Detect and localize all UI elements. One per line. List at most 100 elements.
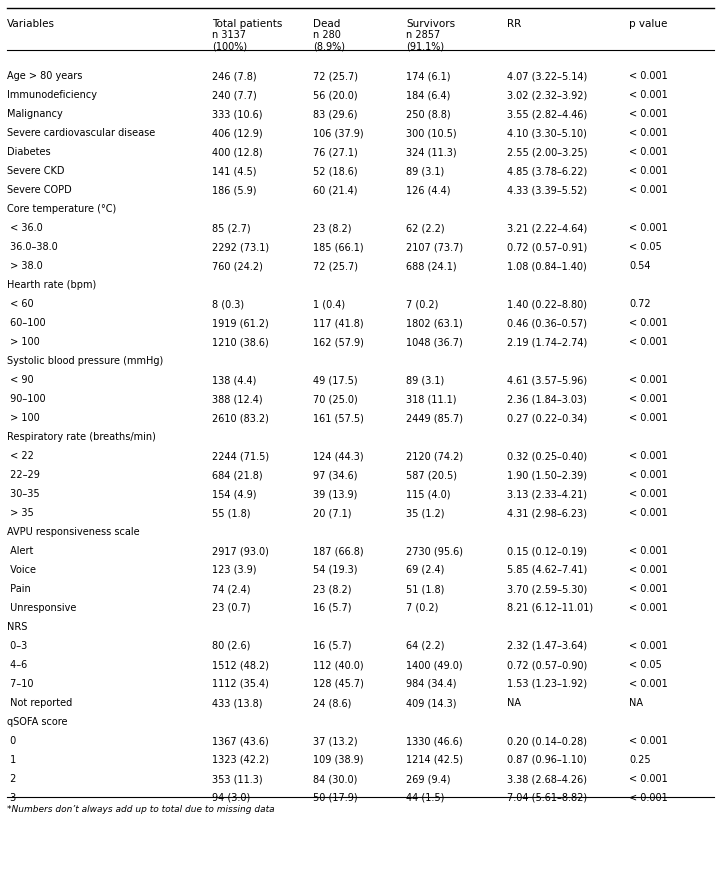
Text: 187 (66.8): 187 (66.8) (313, 546, 363, 556)
Text: 124 (44.3): 124 (44.3) (313, 451, 363, 461)
Text: 54 (19.3): 54 (19.3) (313, 565, 357, 575)
Text: 4.10 (3.30–5.10): 4.10 (3.30–5.10) (507, 128, 587, 138)
Text: < 0.001: < 0.001 (629, 128, 668, 138)
Text: < 0.001: < 0.001 (629, 603, 668, 613)
Text: < 0.001: < 0.001 (629, 470, 668, 480)
Text: 0.54: 0.54 (629, 261, 651, 271)
Text: 84 (30.0): 84 (30.0) (313, 774, 357, 784)
Text: 23 (8.2): 23 (8.2) (313, 584, 352, 594)
Text: 23 (8.2): 23 (8.2) (313, 223, 352, 233)
Text: 24 (8.6): 24 (8.6) (313, 698, 351, 708)
Text: 3.21 (2.22–4.64): 3.21 (2.22–4.64) (507, 223, 587, 233)
Text: 184 (6.4): 184 (6.4) (406, 90, 451, 100)
Text: Respiratory rate (breaths/min): Respiratory rate (breaths/min) (7, 432, 156, 442)
Text: < 0.001: < 0.001 (629, 90, 668, 100)
Text: 186 (5.9): 186 (5.9) (212, 185, 257, 195)
Text: 3.55 (2.82–4.46): 3.55 (2.82–4.46) (507, 109, 587, 119)
Text: 1: 1 (7, 755, 17, 765)
Text: 115 (4.0): 115 (4.0) (406, 489, 451, 499)
Text: 30–35: 30–35 (7, 489, 40, 499)
Text: 0–3: 0–3 (7, 641, 27, 651)
Text: > 35: > 35 (7, 508, 34, 518)
Text: 50 (17.9): 50 (17.9) (313, 793, 357, 803)
Text: 2730 (95.6): 2730 (95.6) (406, 546, 463, 556)
Text: < 0.001: < 0.001 (629, 375, 668, 385)
Text: 174 (6.1): 174 (6.1) (406, 71, 451, 81)
Text: *Numbers don’t always add up to total due to missing data: *Numbers don’t always add up to total du… (7, 805, 275, 814)
Text: 0.25: 0.25 (629, 755, 651, 765)
Text: 1.90 (1.50–2.39): 1.90 (1.50–2.39) (507, 470, 587, 480)
Text: < 0.001: < 0.001 (629, 223, 668, 233)
Text: 22–29: 22–29 (7, 470, 40, 480)
Text: RR: RR (507, 19, 521, 29)
Text: 269 (9.4): 269 (9.4) (406, 774, 451, 784)
Text: < 0.05: < 0.05 (629, 242, 662, 252)
Text: 0.15 (0.12–0.19): 0.15 (0.12–0.19) (507, 546, 587, 556)
Text: 106 (37.9): 106 (37.9) (313, 128, 363, 138)
Text: 0.87 (0.96–1.10): 0.87 (0.96–1.10) (507, 755, 587, 765)
Text: 333 (10.6): 333 (10.6) (212, 109, 262, 119)
Text: < 0.001: < 0.001 (629, 508, 668, 518)
Text: 20 (7.1): 20 (7.1) (313, 508, 352, 518)
Text: 97 (34.6): 97 (34.6) (313, 470, 357, 480)
Text: NA: NA (507, 698, 521, 708)
Text: 353 (11.3): 353 (11.3) (212, 774, 262, 784)
Text: 0.72 (0.57–0.90): 0.72 (0.57–0.90) (507, 660, 587, 670)
Text: 74 (2.4): 74 (2.4) (212, 584, 251, 594)
Text: < 22: < 22 (7, 451, 34, 461)
Text: 984 (34.4): 984 (34.4) (406, 679, 457, 689)
Text: 109 (38.9): 109 (38.9) (313, 755, 363, 765)
Text: Survivors: Survivors (406, 19, 455, 29)
Text: 4–6: 4–6 (7, 660, 27, 670)
Text: n 3137: n 3137 (212, 30, 246, 40)
Text: < 0.001: < 0.001 (629, 451, 668, 461)
Text: < 0.001: < 0.001 (629, 147, 668, 157)
Text: 55 (1.8): 55 (1.8) (212, 508, 251, 518)
Text: 4.33 (3.39–5.52): 4.33 (3.39–5.52) (507, 185, 587, 195)
Text: 39 (13.9): 39 (13.9) (313, 489, 357, 499)
Text: NA: NA (629, 698, 643, 708)
Text: NRS: NRS (7, 622, 27, 632)
Text: 161 (57.5): 161 (57.5) (313, 413, 364, 423)
Text: 90–100: 90–100 (7, 394, 46, 404)
Text: 76 (27.1): 76 (27.1) (313, 147, 357, 157)
Text: 0.27 (0.22–0.34): 0.27 (0.22–0.34) (507, 413, 587, 423)
Text: 1919 (61.2): 1919 (61.2) (212, 318, 269, 328)
Text: 69 (2.4): 69 (2.4) (406, 565, 444, 575)
Text: 16 (5.7): 16 (5.7) (313, 641, 352, 651)
Text: 4.07 (3.22–5.14): 4.07 (3.22–5.14) (507, 71, 587, 81)
Text: 587 (20.5): 587 (20.5) (406, 470, 457, 480)
Text: 1.08 (0.84–1.40): 1.08 (0.84–1.40) (507, 261, 587, 271)
Text: Immunodeficiency: Immunodeficiency (7, 90, 97, 100)
Text: Total patients: Total patients (212, 19, 283, 29)
Text: < 0.001: < 0.001 (629, 318, 668, 328)
Text: < 0.001: < 0.001 (629, 584, 668, 594)
Text: 406 (12.9): 406 (12.9) (212, 128, 262, 138)
Text: 126 (4.4): 126 (4.4) (406, 185, 451, 195)
Text: 1330 (46.6): 1330 (46.6) (406, 736, 463, 746)
Text: Severe CKD: Severe CKD (7, 166, 65, 176)
Text: 1048 (36.7): 1048 (36.7) (406, 337, 463, 347)
Text: 2120 (74.2): 2120 (74.2) (406, 451, 463, 461)
Text: 1400 (49.0): 1400 (49.0) (406, 660, 463, 670)
Text: 1 (0.4): 1 (0.4) (313, 299, 345, 309)
Text: 2.55 (2.00–3.25): 2.55 (2.00–3.25) (507, 147, 587, 157)
Text: 3.70 (2.59–5.30): 3.70 (2.59–5.30) (507, 584, 587, 594)
Text: 4.85 (3.78–6.22): 4.85 (3.78–6.22) (507, 166, 587, 176)
Text: 23 (0.7): 23 (0.7) (212, 603, 251, 613)
Text: Pain: Pain (7, 584, 31, 594)
Text: < 0.001: < 0.001 (629, 394, 668, 404)
Text: 250 (8.8): 250 (8.8) (406, 109, 451, 119)
Text: 83 (29.6): 83 (29.6) (313, 109, 357, 119)
Text: 0.72: 0.72 (629, 299, 651, 309)
Text: 7.04 (5.61–8.82): 7.04 (5.61–8.82) (507, 793, 587, 803)
Text: 300 (10.5): 300 (10.5) (406, 128, 457, 138)
Text: 117 (41.8): 117 (41.8) (313, 318, 363, 328)
Text: 2.32 (1.47–3.64): 2.32 (1.47–3.64) (507, 641, 587, 651)
Text: 1214 (42.5): 1214 (42.5) (406, 755, 463, 765)
Text: > 100: > 100 (7, 413, 40, 423)
Text: Variables: Variables (7, 19, 55, 29)
Text: 128 (45.7): 128 (45.7) (313, 679, 364, 689)
Text: < 0.001: < 0.001 (629, 337, 668, 347)
Text: 4.31 (2.98–6.23): 4.31 (2.98–6.23) (507, 508, 587, 518)
